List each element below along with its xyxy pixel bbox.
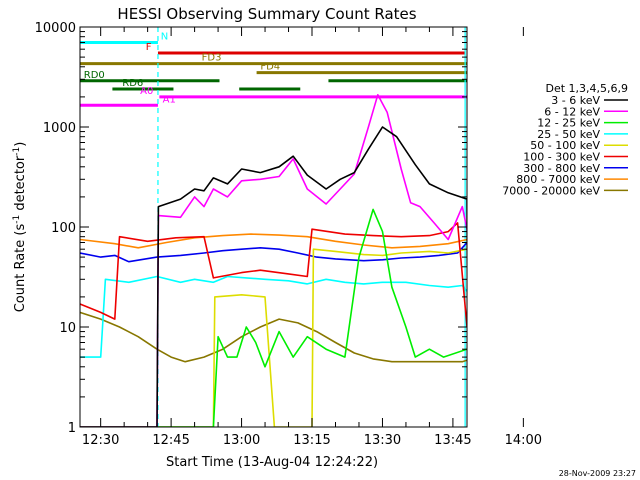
y-ticks: 1 10 100 1000 10000 [35, 21, 467, 436]
series-line-3 [80, 275, 467, 358]
y-tick-label: 1000 [43, 121, 76, 136]
y-tick-label: 10 [59, 321, 76, 336]
footer-timestamp: 28-Nov-2009 23:27 [559, 469, 636, 478]
y-tick-label: 10000 [35, 21, 76, 36]
legend-label: 12 - 25 keV [537, 117, 600, 130]
y-label-mid: detector [13, 155, 28, 215]
series-line-8 [80, 311, 467, 363]
y-label-end: ) [13, 142, 28, 147]
y-tick-label: 1 [68, 421, 76, 436]
chart-title: HESSI Observing Summary Count Rates [117, 5, 416, 23]
series-line-1 [80, 94, 467, 427]
legend-label: 50 - 100 keV [530, 139, 600, 152]
series-line-0 [80, 126, 467, 427]
series-line-2 [80, 208, 467, 427]
vertical-markers [157, 27, 466, 427]
state-label-a0: A0 [140, 86, 153, 97]
legend-title: Det 1,3,4,5,6,9 [545, 82, 628, 95]
legend-label: 6 - 12 keV [544, 105, 600, 118]
y-label-main: Count Rate (s [13, 224, 28, 313]
series-line-4 [80, 248, 467, 427]
state-label-fd3: FD3 [202, 53, 222, 64]
state-label-rd0: RD0 [84, 70, 105, 81]
x-tick-label: 12:45 [152, 433, 189, 448]
state-label-fd4: FD4 [260, 62, 280, 73]
state-label-rd6: RD6 [122, 78, 143, 89]
legend-label: 3 - 6 keV [551, 94, 600, 107]
series-line-6 [80, 241, 467, 263]
state-label-a1: A1 [163, 94, 176, 105]
legend-label: 7000 - 20000 keV [502, 184, 600, 197]
x-tick-label: 14:00 [505, 433, 542, 448]
y-label-sup1: -1 [12, 215, 22, 224]
x-tick-label: 12:30 [82, 433, 119, 448]
x-axis-label: Start Time (13-Aug-04 12:24:22) [166, 455, 378, 470]
legend-label: 100 - 300 keV [523, 151, 600, 164]
x-tick-label: 13:30 [364, 433, 401, 448]
x-tick-label: 13:00 [223, 433, 260, 448]
y-label-sup2: -1 [12, 147, 22, 156]
state-label-n: N [161, 31, 168, 42]
x-tick-label: 13:15 [293, 433, 330, 448]
x-tick-label: 13:45 [434, 433, 471, 448]
legend-label: 800 - 7000 keV [516, 173, 600, 186]
legend-label: 300 - 800 keV [523, 162, 600, 175]
series-lines [80, 94, 467, 427]
y-tick-label: 100 [51, 221, 76, 236]
series-line-7 [80, 233, 467, 249]
series-line-5 [80, 222, 467, 328]
state-label-f: F [146, 42, 152, 53]
y-axis-label: Count Rate (s-1 detector-1) [12, 142, 28, 313]
legend-label: 25 - 50 keV [537, 128, 600, 141]
x-ticks: 12:30 12:45 13:00 13:15 13:30 13:45 14:00 [82, 27, 542, 448]
